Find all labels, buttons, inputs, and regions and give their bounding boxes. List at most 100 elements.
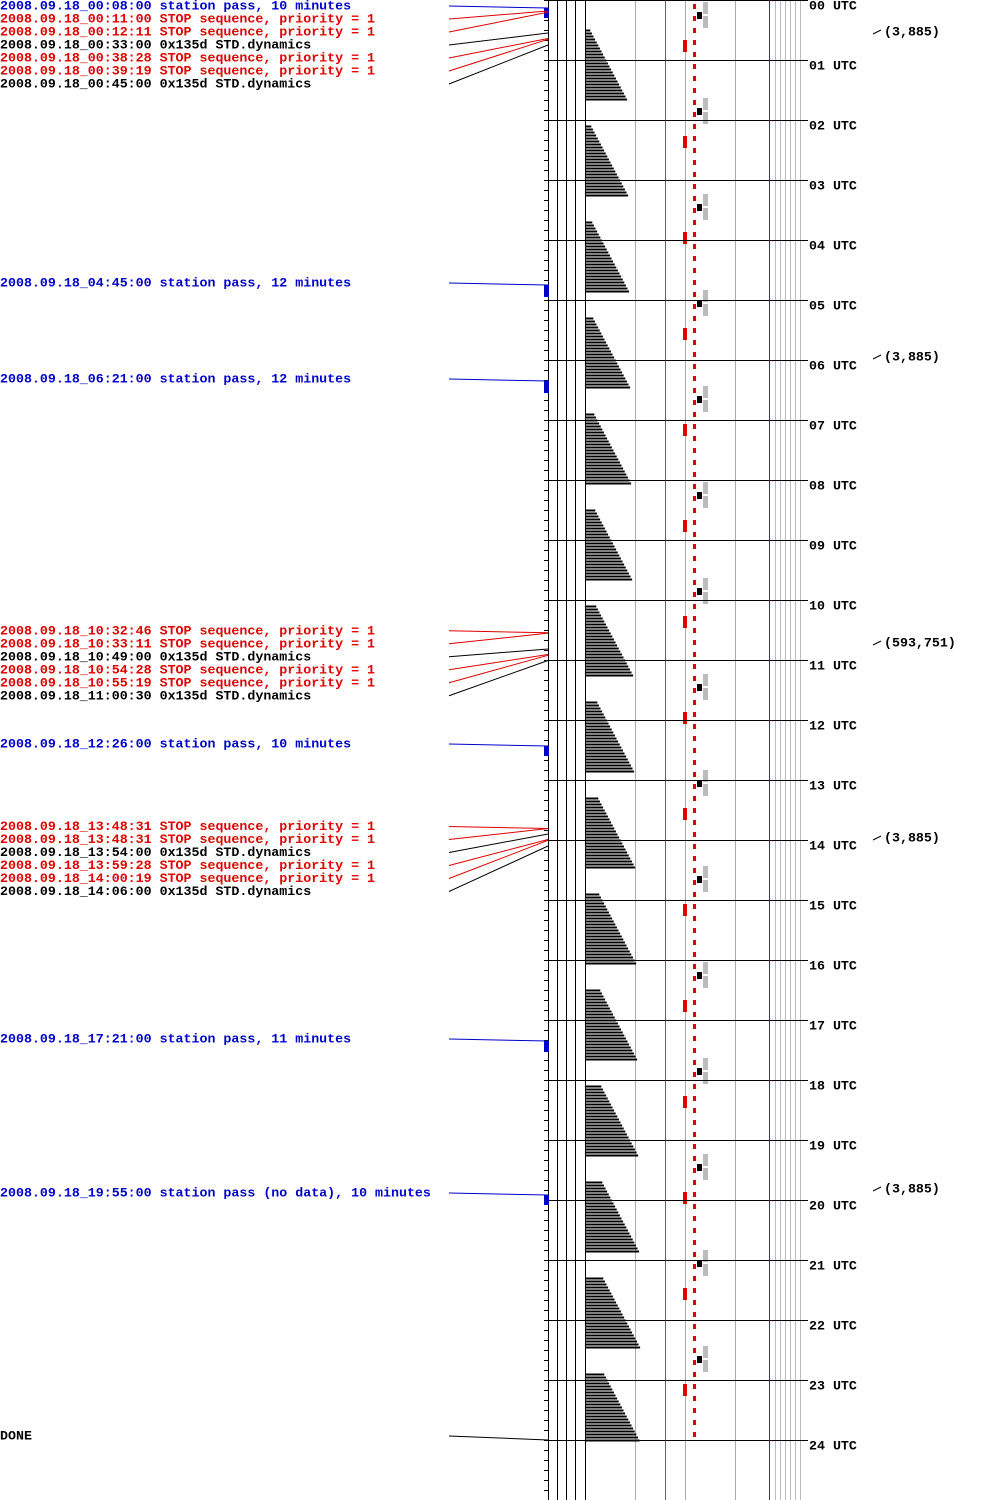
event-label: 2008.09.18_14:00:19 STOP sequence, prior… — [0, 871, 375, 886]
marker — [693, 208, 696, 213]
marker — [703, 1154, 708, 1166]
marker — [693, 1408, 696, 1413]
marker — [693, 424, 696, 429]
marker — [693, 448, 696, 453]
event-connector — [448, 826, 549, 830]
event-connector — [448, 833, 549, 854]
marker — [693, 412, 696, 417]
marker — [693, 4, 696, 9]
marker — [693, 196, 696, 201]
event-label: 2008.09.18_00:39:19 STOP sequence, prior… — [0, 64, 375, 79]
marker — [693, 916, 696, 921]
marker — [693, 1108, 696, 1113]
marker — [693, 52, 696, 57]
event-label: 2008.09.18_00:12:11 STOP sequence, prior… — [0, 25, 375, 40]
marker — [693, 1336, 696, 1341]
marker — [693, 760, 696, 765]
event-label: 2008.09.18_10:55:19 STOP sequence, prior… — [0, 675, 375, 690]
marker — [703, 962, 708, 974]
marker — [703, 1058, 708, 1070]
event-label: 2008.09.18_06:21:00 station pass, 12 min… — [0, 372, 351, 387]
event-connector — [448, 845, 549, 892]
marker — [693, 148, 696, 153]
marker — [693, 484, 696, 489]
marker — [693, 1372, 696, 1377]
marker — [693, 232, 696, 237]
marker — [693, 1156, 696, 1161]
marker — [703, 1250, 708, 1262]
marker — [693, 1132, 696, 1137]
marker — [693, 1072, 696, 1077]
pass-block — [544, 381, 549, 393]
event-label: 2008.09.18_10:49:00 0x135d STD.dynamics — [0, 649, 311, 664]
pass-block — [544, 1041, 549, 1052]
event-label: 2008.09.18_00:33:00 0x135d STD.dynamics — [0, 38, 311, 53]
event-connector — [448, 632, 549, 645]
marker — [693, 628, 696, 633]
hour-label: 21 UTC — [809, 1259, 857, 1274]
annotation-mark — [872, 640, 882, 646]
event-label: 2008.09.18_00:08:00 station pass, 10 min… — [0, 0, 351, 14]
marker — [693, 976, 696, 981]
marker — [693, 472, 696, 477]
marker — [693, 1180, 696, 1185]
marker — [693, 580, 696, 585]
event-connector — [448, 654, 549, 684]
marker — [693, 292, 696, 297]
hour-label: 05 UTC — [809, 299, 857, 314]
marker — [703, 304, 708, 316]
marker — [703, 770, 708, 782]
hour-label: 11 UTC — [809, 659, 857, 674]
marker — [693, 1228, 696, 1233]
marker — [693, 184, 696, 189]
event-connector — [448, 32, 549, 46]
event-label: 2008.09.18_13:54:00 0x135d STD.dynamics — [0, 845, 311, 860]
event-connector — [448, 838, 549, 867]
event-label: 2008.09.18_00:38:28 STOP sequence, prior… — [0, 51, 375, 66]
marker — [693, 712, 696, 717]
marker — [697, 108, 702, 115]
event-label: 2008.09.18_17:21:00 station pass, 11 min… — [0, 1032, 351, 1047]
marker — [703, 784, 708, 796]
marker — [693, 1144, 696, 1149]
event-connector — [448, 11, 549, 33]
marker — [683, 1288, 687, 1300]
marker — [693, 688, 696, 693]
marker — [683, 1384, 687, 1396]
marker — [697, 492, 702, 499]
marker — [693, 988, 696, 993]
annotation-mark — [872, 835, 882, 841]
marker — [703, 1346, 708, 1358]
hour-label: 09 UTC — [809, 539, 857, 554]
marker — [703, 208, 708, 220]
marker — [683, 904, 687, 916]
marker — [697, 204, 702, 211]
marker — [693, 364, 696, 369]
marker — [693, 1168, 696, 1173]
marker — [683, 520, 687, 532]
marker — [693, 832, 696, 837]
marker — [693, 388, 696, 393]
hour-label: 01 UTC — [809, 59, 857, 74]
marker — [693, 1432, 696, 1437]
event-connector — [448, 44, 549, 85]
hour-label: 14 UTC — [809, 839, 857, 854]
event-label: 2008.09.18_11:00:30 0x135d STD.dynamics — [0, 688, 311, 703]
marker — [693, 604, 696, 609]
hour-label: 07 UTC — [809, 419, 857, 434]
marker — [693, 640, 696, 645]
hour-label: 13 UTC — [809, 779, 857, 794]
annotation-mark — [872, 1186, 882, 1192]
event-connector — [448, 630, 549, 634]
marker — [693, 856, 696, 861]
hour-label: 19 UTC — [809, 1139, 857, 1154]
annotation-label: (3,885) — [884, 350, 940, 365]
marker — [693, 952, 696, 957]
marker — [693, 304, 696, 309]
event-connector — [448, 38, 549, 72]
hour-label: 12 UTC — [809, 719, 857, 734]
marker — [697, 684, 702, 691]
marker — [693, 328, 696, 333]
marker — [703, 1264, 708, 1276]
hour-label: 03 UTC — [809, 179, 857, 194]
